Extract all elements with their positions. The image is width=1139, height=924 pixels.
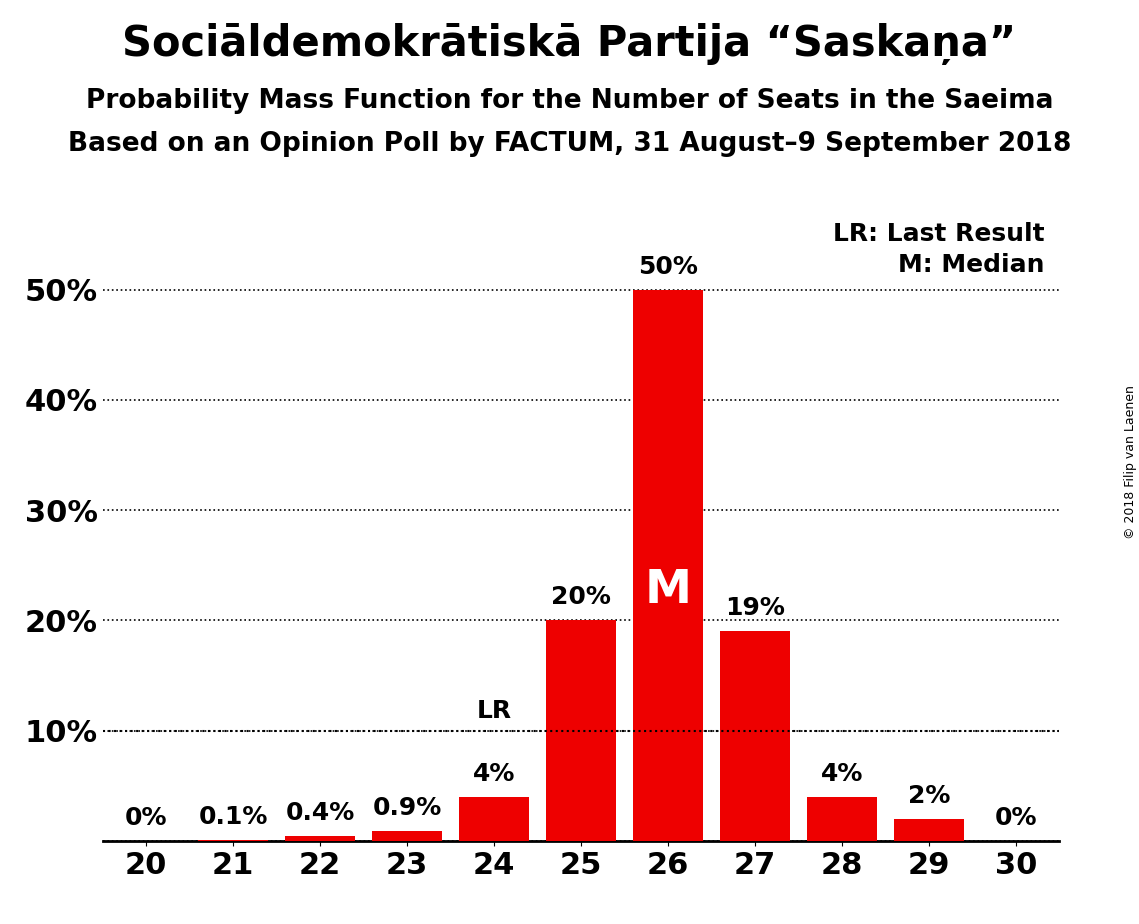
Text: Probability Mass Function for the Number of Seats in the Saeima: Probability Mass Function for the Number…: [85, 88, 1054, 114]
Text: 0%: 0%: [994, 806, 1036, 830]
Bar: [546, 620, 616, 841]
Text: 50%: 50%: [638, 255, 698, 279]
Text: © 2018 Filip van Laenen: © 2018 Filip van Laenen: [1124, 385, 1137, 539]
Text: 2%: 2%: [908, 784, 950, 808]
Text: 4%: 4%: [473, 761, 515, 785]
Bar: [720, 631, 789, 841]
Bar: [372, 831, 442, 841]
Text: M: Median: M: Median: [899, 253, 1044, 277]
Bar: [198, 840, 268, 841]
Text: 19%: 19%: [724, 596, 785, 620]
Text: Based on an Opinion Poll by FACTUM, 31 August–9 September 2018: Based on an Opinion Poll by FACTUM, 31 A…: [68, 131, 1071, 157]
Text: 4%: 4%: [820, 761, 863, 785]
Bar: [894, 819, 964, 841]
Text: M: M: [645, 568, 691, 613]
Bar: [633, 290, 703, 841]
Text: LR: Last Result: LR: Last Result: [834, 222, 1044, 246]
Text: LR: LR: [476, 699, 511, 723]
Bar: [459, 796, 528, 841]
Bar: [808, 796, 877, 841]
Text: 0.1%: 0.1%: [198, 805, 268, 829]
Bar: [285, 836, 354, 841]
Text: Sociāldemokrātiskā Partija “Saskaņa”: Sociāldemokrātiskā Partija “Saskaņa”: [122, 23, 1017, 65]
Text: 20%: 20%: [551, 585, 611, 609]
Text: 0%: 0%: [125, 806, 167, 830]
Text: 0.4%: 0.4%: [286, 801, 354, 825]
Text: 0.9%: 0.9%: [372, 796, 442, 820]
